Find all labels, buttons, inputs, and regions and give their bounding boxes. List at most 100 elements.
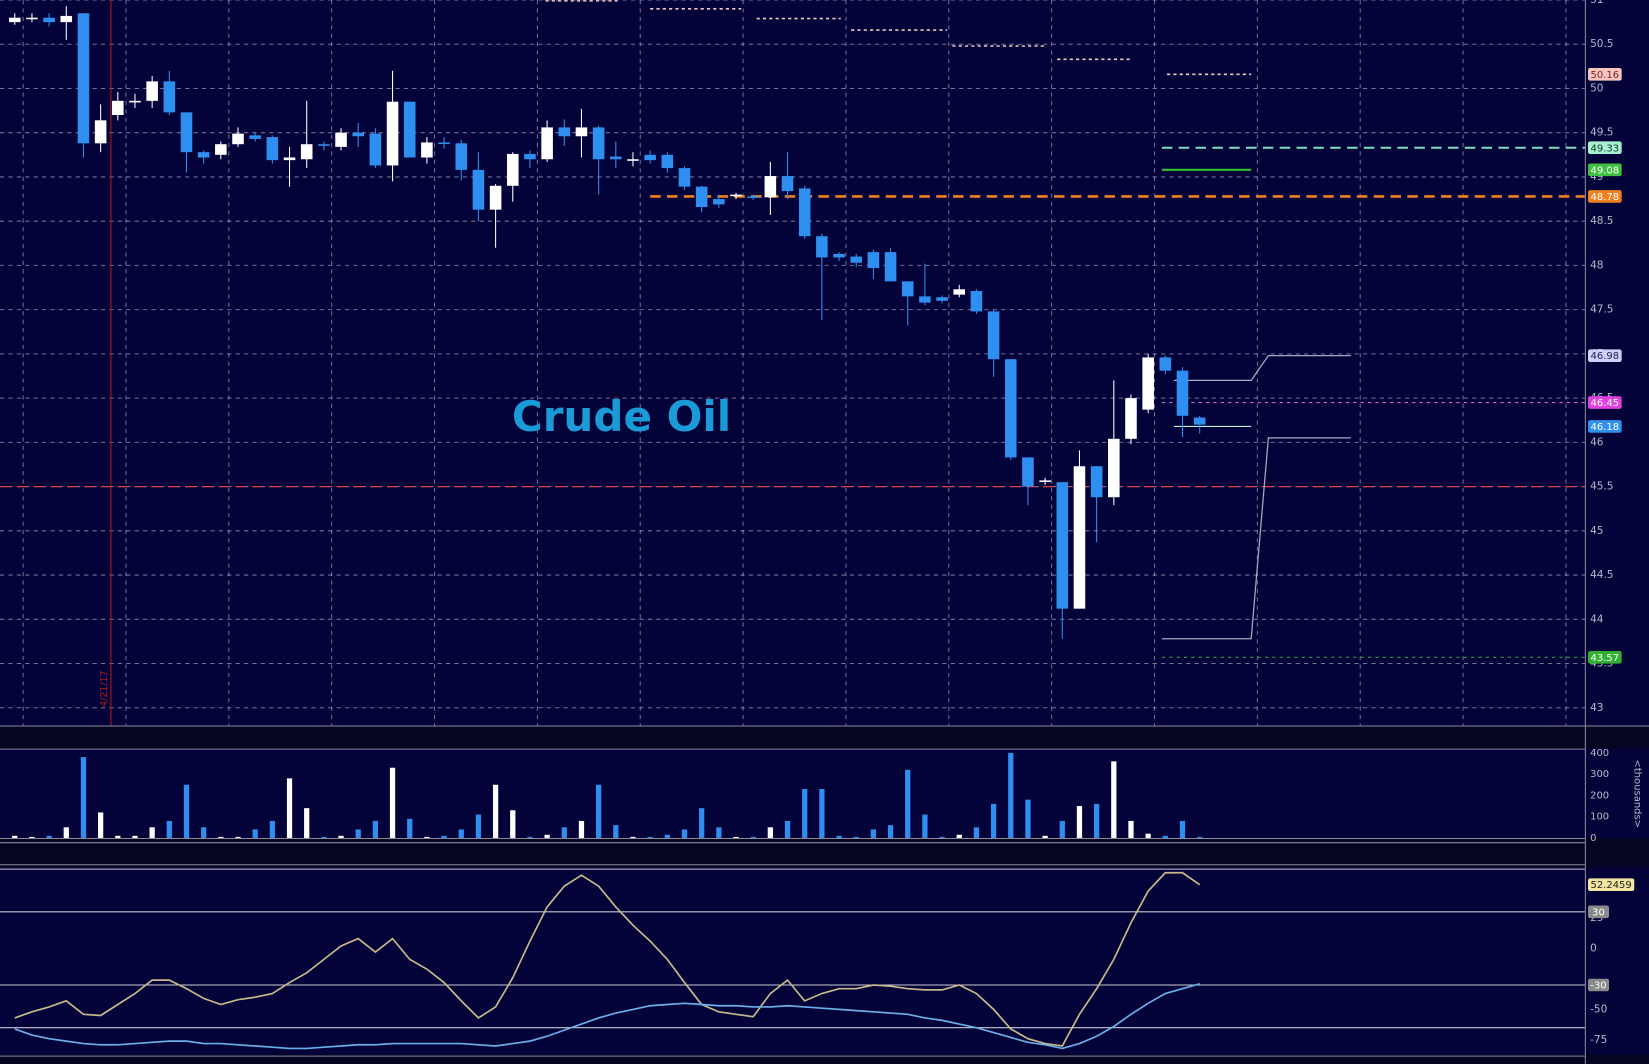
candle-body: [610, 156, 622, 160]
volume-bar: [98, 812, 104, 838]
volume-bar: [870, 829, 877, 838]
candle-body: [112, 100, 124, 116]
volume-bar: [836, 835, 842, 838]
last-value-label: 52.2459: [1591, 880, 1632, 891]
y-tick-label: 46: [1590, 436, 1604, 448]
candle-body: [541, 127, 553, 160]
volume-bar: [407, 818, 413, 838]
volume-bar: [29, 836, 35, 838]
candle-body: [403, 101, 416, 158]
volume-bar: [132, 835, 138, 838]
volume-bar: [802, 789, 808, 838]
volume-bar: [304, 808, 310, 838]
volume-bar: [321, 836, 327, 838]
candle-body: [438, 142, 450, 145]
candle-body: [1108, 438, 1120, 498]
price-tag: [1588, 163, 1622, 177]
volume-bar: [252, 829, 258, 838]
candle-body: [369, 133, 382, 166]
price-tag: [1588, 68, 1622, 81]
grid: 4343.54444.54545.54646.54747.54848.54949…: [0, 0, 1642, 1046]
price-tag: [1588, 141, 1622, 155]
candle-body: [627, 159, 639, 161]
volume-bar: [46, 835, 52, 838]
volume-bar: [630, 836, 636, 838]
volume-bar: [63, 827, 69, 838]
candle-body: [94, 120, 107, 144]
candle-body: [1159, 357, 1172, 371]
volume-bar: [149, 827, 155, 838]
candle-body: [953, 289, 966, 295]
volume-bar: [578, 820, 585, 838]
panel-gap: [0, 1054, 1649, 1064]
marks: 4/21/17 50.16 49.33 49.08 48.78 46.98 46.45 46.…: [0, 0, 1635, 1050]
candle-body: [798, 188, 811, 237]
volume-bar: [750, 836, 756, 838]
volume-bar: [887, 825, 894, 838]
candle-body: [318, 144, 330, 146]
volume-bar: [1111, 761, 1117, 838]
price-tag: [1588, 420, 1622, 433]
candle-body: [575, 127, 588, 137]
candle-body: [26, 17, 38, 20]
y-tick-label: 0: [1590, 833, 1596, 844]
volume-bar: [784, 820, 791, 838]
candle-body: [386, 101, 399, 166]
y-tick-label: 50.5: [1590, 38, 1613, 50]
candle-body: [936, 297, 948, 301]
volume-bar: [338, 835, 344, 838]
y-tick-label: 48.5: [1590, 215, 1613, 227]
y-tick-label: 200: [1590, 790, 1609, 801]
candle-body: [352, 132, 365, 137]
candle-body: [489, 185, 502, 210]
volume-bar: [458, 829, 464, 838]
y-tick-label: 43: [1590, 702, 1603, 714]
volume-bar: [527, 836, 533, 838]
price-tag-label: 46.45: [1591, 398, 1620, 409]
volume-bar: [1025, 799, 1031, 838]
price-tag-label: 43.57: [1591, 653, 1620, 664]
candle-body: [249, 135, 261, 139]
volume-bar: [1179, 820, 1186, 838]
volume-bar: [166, 820, 172, 838]
volume-bar: [183, 784, 190, 838]
volume-bar: [716, 827, 722, 838]
candle-body: [1193, 417, 1206, 425]
y-tick-label: 400: [1590, 748, 1609, 759]
level-tag-label: -30: [1590, 981, 1606, 992]
volume-bar: [1162, 835, 1168, 838]
volume-bar: [80, 757, 87, 838]
volume-bar: [681, 829, 688, 838]
candle-body: [266, 137, 279, 161]
candle-body: [197, 152, 210, 158]
candle-body: [215, 144, 227, 155]
candle-body: [713, 199, 725, 205]
volume-bar: [1059, 820, 1065, 838]
candle-body: [1142, 357, 1154, 410]
y-tick-label: 45.5: [1590, 481, 1613, 493]
candle-body: [1039, 480, 1051, 482]
volume-bar: [355, 829, 361, 838]
volume-bar: [613, 825, 619, 838]
volume-bar: [922, 814, 928, 838]
volume-bar: [235, 836, 241, 838]
candle-body: [970, 291, 983, 312]
candle-body: [1004, 359, 1017, 458]
price-tag-label: 46.18: [1591, 422, 1620, 433]
panel-gap: [0, 725, 1649, 749]
candle-body: [283, 157, 296, 161]
price-tag: [1588, 651, 1622, 664]
y-tick-label: -75: [1590, 1034, 1607, 1046]
candle-body: [506, 153, 519, 186]
y-tick-label: 48: [1590, 259, 1603, 271]
volume-bar: [475, 814, 482, 838]
volume-bar: [733, 836, 739, 838]
date-marker-label: 4/21/17: [99, 670, 110, 706]
price-tag-label: 49.08: [1591, 165, 1620, 176]
level-tag: [1588, 978, 1610, 992]
candle-body: [661, 154, 674, 169]
volume-bar: [389, 767, 396, 838]
volume-bar: [441, 835, 447, 838]
candle-body: [1073, 466, 1086, 609]
